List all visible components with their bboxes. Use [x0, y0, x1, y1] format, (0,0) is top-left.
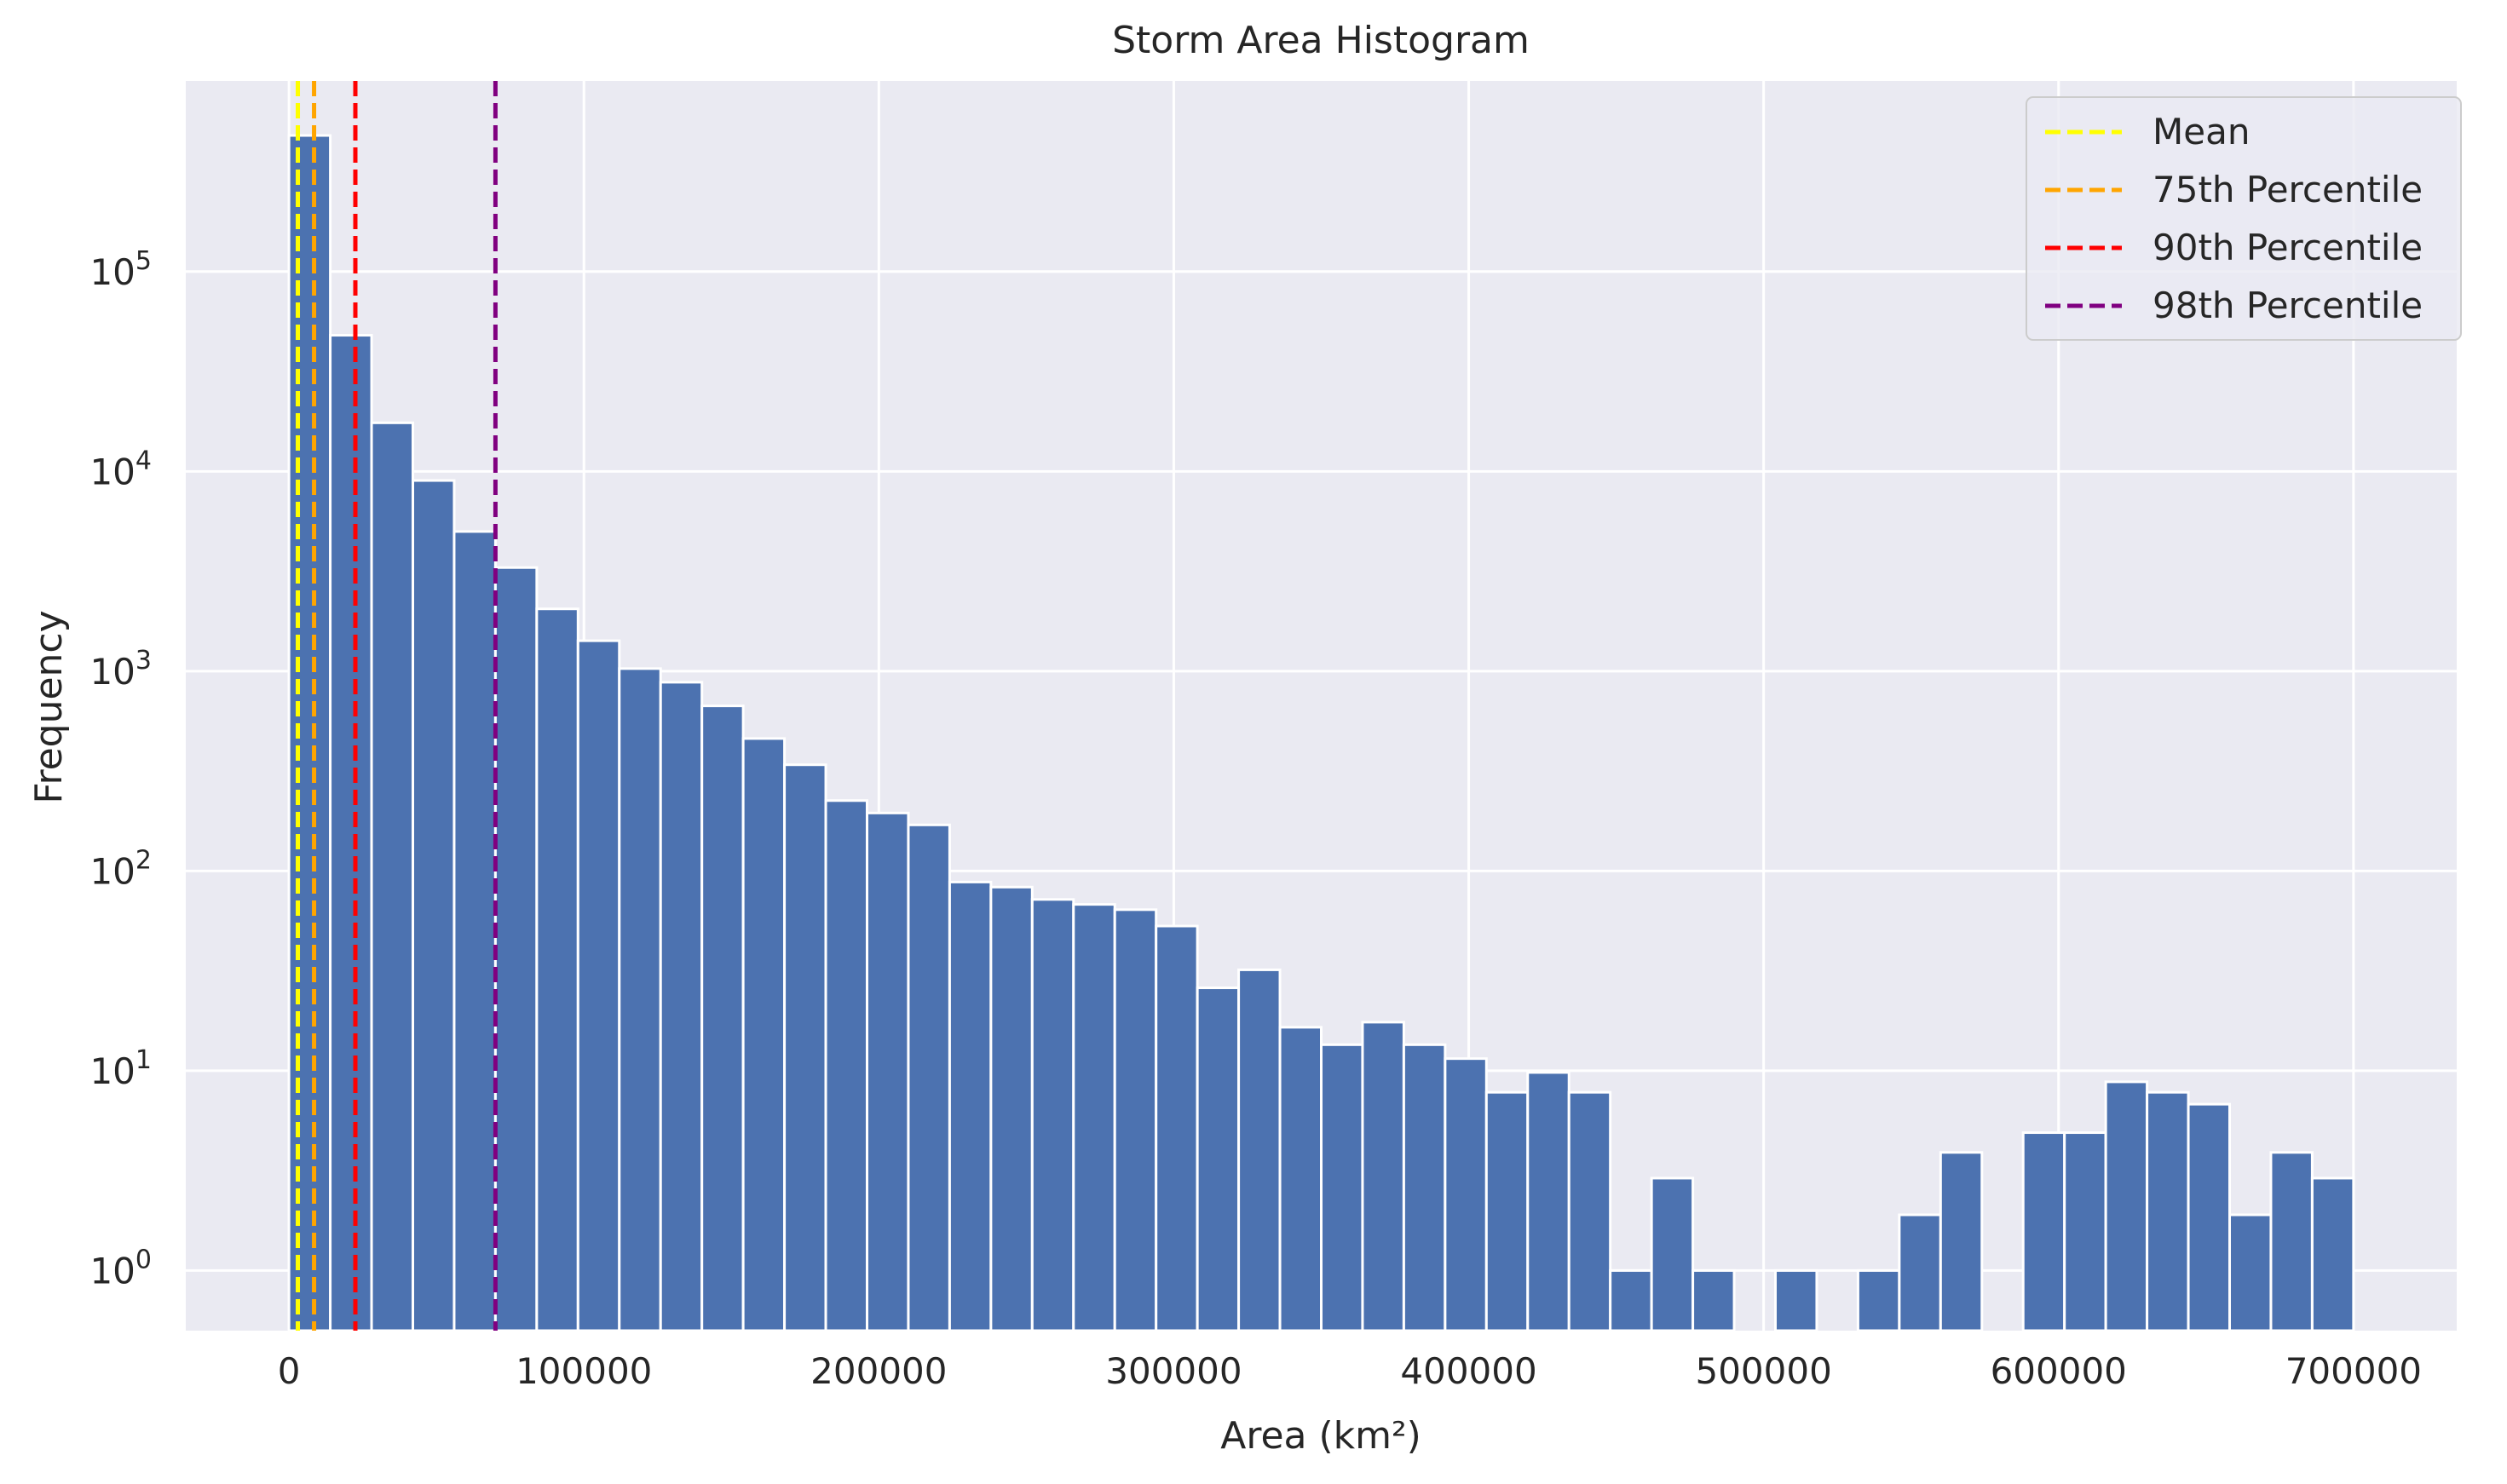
histogram-bar: [1320, 1043, 1364, 1332]
x-tick-label: 500000: [1695, 1350, 1831, 1392]
histogram-bar: [866, 811, 910, 1332]
x-tick-label: 700000: [2285, 1350, 2422, 1392]
histogram-bar: [287, 134, 332, 1332]
x-tick-label: 400000: [1400, 1350, 1536, 1392]
x-tick-label: 200000: [810, 1350, 947, 1392]
y-tick-label: 100: [89, 1245, 152, 1291]
histogram-bar: [2310, 1176, 2355, 1332]
histogram-bar: [370, 421, 414, 1332]
y-tick-label: 101: [89, 1045, 152, 1092]
histogram-bar: [1196, 986, 1241, 1332]
histogram-bar: [535, 607, 579, 1332]
legend: Mean 75th Percentile 90th Percentile 98th P…: [2026, 96, 2462, 341]
histogram-bar: [1444, 1057, 1488, 1332]
legend-label: 90th Percentile: [2153, 227, 2423, 268]
histogram-bar: [412, 479, 456, 1332]
y-tick-label: 102: [89, 845, 152, 892]
histogram-bar: [907, 823, 951, 1332]
x-axis-label: Area (km²): [1220, 1414, 1421, 1458]
x-tick-label: 100000: [516, 1350, 652, 1392]
histogram-bar: [783, 763, 827, 1332]
legend-label: Mean: [2153, 111, 2250, 152]
histogram-bar: [618, 667, 662, 1332]
histogram-bar: [1237, 968, 1282, 1332]
histogram-bar: [1856, 1268, 1901, 1332]
y-tick-label: 104: [89, 446, 152, 492]
histogram-bar: [2187, 1102, 2231, 1332]
histogram-bar: [2021, 1131, 2066, 1332]
histogram-bar: [2063, 1131, 2107, 1332]
histogram-bar: [1361, 1021, 1405, 1332]
histogram-bar: [1650, 1176, 1695, 1332]
x-tick-labels: 0 100000 200000 300000 400000 500000 600000 700…: [278, 1350, 2422, 1392]
histogram-bar: [1278, 1026, 1323, 1332]
histogram-bar: [1609, 1268, 1653, 1332]
histogram-bar: [493, 566, 539, 1332]
x-tick-label: 300000: [1105, 1350, 1242, 1392]
histogram-bar: [1155, 924, 1199, 1332]
histogram-bar: [741, 737, 787, 1332]
histogram-bar: [1484, 1090, 1530, 1332]
histogram-bar: [1939, 1151, 1984, 1332]
histogram-bar: [1526, 1071, 1570, 1332]
histogram-bar: [1030, 898, 1075, 1332]
histogram-bar: [948, 880, 993, 1332]
y-tick-label: 103: [89, 646, 152, 693]
x-tick-label: 600000: [1991, 1350, 2127, 1392]
histogram-bar: [576, 639, 621, 1332]
histogram-bar: [659, 681, 704, 1332]
histogram-bar: [1402, 1043, 1447, 1332]
histogram-bar: [1072, 903, 1116, 1332]
reference-lines: [296, 81, 498, 1331]
histogram-bar: [700, 705, 745, 1332]
histogram-bar: [989, 885, 1034, 1332]
legend-label: 75th Percentile: [2153, 169, 2423, 210]
y-tick-labels: 100 101 102 103 104 105: [89, 246, 152, 1292]
histogram-bar: [1774, 1268, 1818, 1332]
histogram-bar: [2104, 1080, 2149, 1332]
y-axis-label: Frequency: [27, 610, 71, 803]
histogram-bar: [1898, 1213, 1942, 1332]
histogram-bar: [2269, 1151, 2314, 1332]
histogram-bar: [329, 334, 373, 1332]
legend-label: 98th Percentile: [2153, 285, 2423, 326]
y-tick-label: 105: [89, 246, 152, 293]
histogram-bar: [2146, 1090, 2190, 1332]
histogram-bars: [287, 134, 2355, 1332]
chart-title: Storm Area Histogram: [1112, 19, 1530, 62]
x-tick-label: 0: [278, 1350, 301, 1392]
histogram-bar: [1113, 908, 1158, 1332]
histogram-bar: [2228, 1213, 2273, 1332]
histogram-bar: [824, 799, 869, 1332]
histogram-bar: [1567, 1090, 1612, 1332]
legend-box: [2026, 96, 2462, 341]
histogram-bar: [1692, 1268, 1736, 1332]
histogram-bar: [452, 530, 497, 1332]
